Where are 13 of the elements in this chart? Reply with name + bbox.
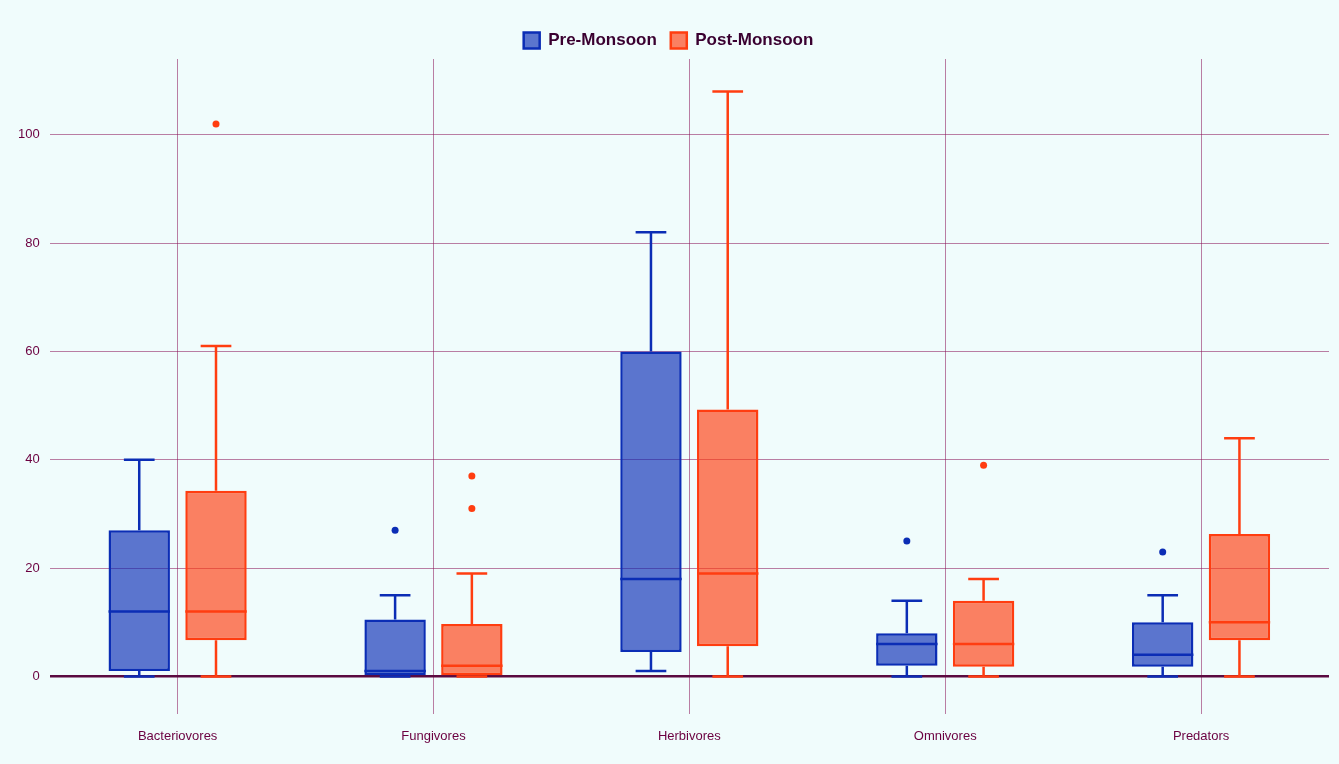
x-tick-label: Predators bbox=[1172, 727, 1230, 743]
legend-label: Pre-Monsoon bbox=[548, 30, 657, 50]
y-tick-label: 20 bbox=[25, 559, 40, 575]
x-tick-label: Bacteriovores bbox=[137, 727, 218, 743]
x-tick-label: Fungivores bbox=[401, 727, 467, 743]
y-tick-label: 80 bbox=[25, 234, 40, 250]
y-tick-label: 100 bbox=[17, 126, 40, 142]
x-tick-label: Herbivores bbox=[657, 727, 722, 743]
y-tick-label: 60 bbox=[25, 343, 40, 359]
x-tick-label: Omnivores bbox=[913, 727, 978, 743]
legend-label: Post-Monsoon bbox=[695, 30, 814, 50]
y-tick-label: 0 bbox=[32, 668, 40, 684]
y-tick-label: 40 bbox=[25, 451, 40, 467]
